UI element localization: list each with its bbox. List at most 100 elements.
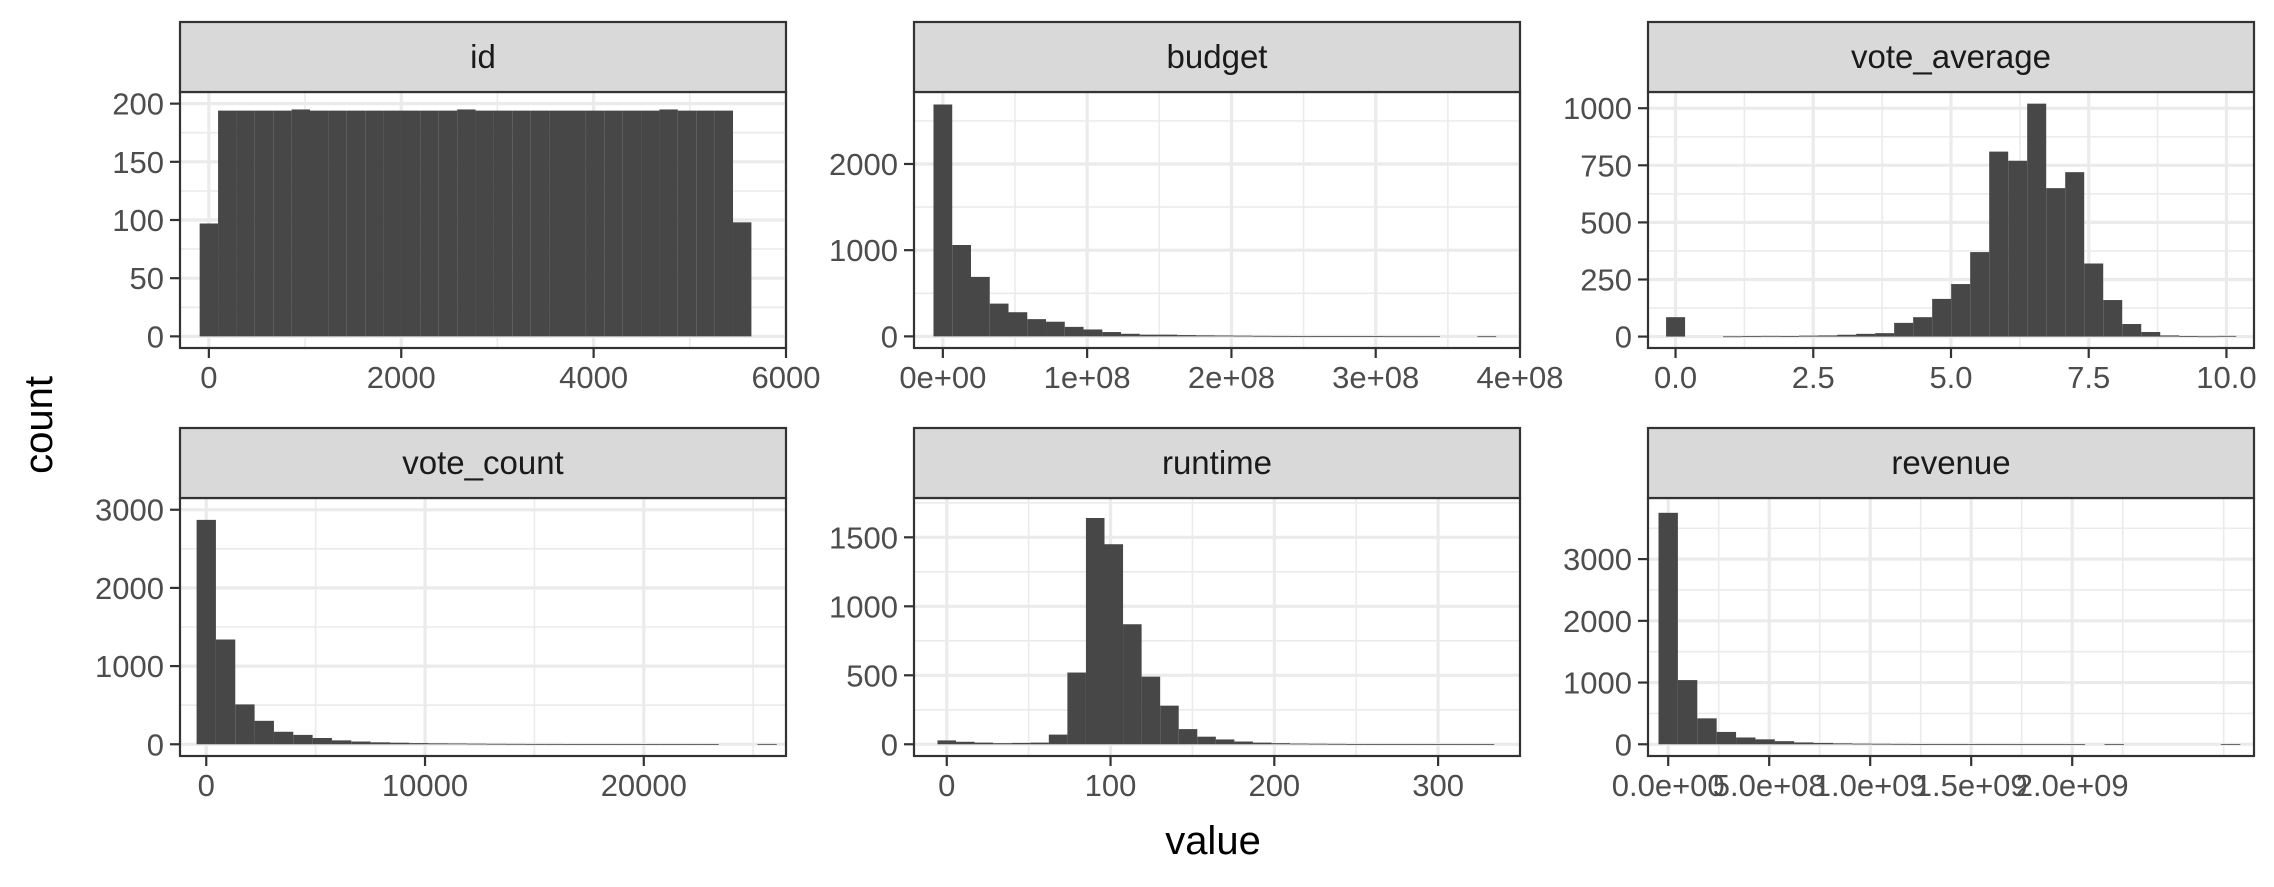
histogram-bar [1215,739,1235,745]
x-tick-label: 20000 [601,768,687,803]
histogram-bar [1346,336,1365,337]
histogram-bar [1233,335,1253,337]
histogram-bar [370,742,390,745]
histogram-bar [310,110,329,337]
histogram-bar [1794,742,1814,745]
panel-background [914,498,1520,756]
histogram-bar [1477,336,1497,338]
histogram-bar [420,110,439,337]
y-tick-label: 500 [1580,205,1632,240]
histogram-bar [974,742,994,745]
histogram-bar [409,743,429,745]
histogram-bar [1196,335,1215,337]
histogram-bar [1289,336,1309,337]
x-tick-label: 10.0 [2196,360,2256,395]
histogram-bar [1457,744,1476,745]
facet-panel-vote-count: vote_count 0 10000 20000 0 1000 2000 3000 [95,426,788,803]
histogram-bar [331,740,352,745]
histogram-bar [1123,624,1142,745]
x-tick-label: 3e+08 [1332,360,1419,395]
histogram-bar [937,740,957,745]
histogram-bar [641,110,660,337]
y-axis-title: count [17,376,61,474]
histogram-bar [1697,718,1717,745]
histogram-bar [1837,334,1857,337]
histogram-bar [1308,743,1328,745]
y-tick-label: 50 [130,261,164,296]
histogram-bar [383,110,402,337]
facet-strip-label: revenue [1891,444,2010,481]
histogram-bar [1008,312,1028,337]
histogram-bar [273,731,294,745]
histogram-bar [2198,336,2218,338]
histogram-bar [602,744,623,745]
histogram-bar [293,734,313,745]
y-tick-label: 3000 [95,493,164,528]
panel-background [1648,498,2254,756]
histogram-bar [2104,744,2124,746]
histogram-bar [1723,336,1743,338]
facet-strip-label: vote_average [1851,38,2051,75]
x-tick-label: 0 [938,768,955,803]
histogram-bar [401,110,421,337]
histogram-bar [1856,333,1876,337]
histogram-bar [1891,743,1911,745]
histogram-bar [622,110,642,337]
x-tick-label: 2.5 [1792,360,1835,395]
x-tick-label: 0.0 [1654,360,1697,395]
histogram-bar [1271,743,1291,745]
histogram-bar [1141,676,1161,745]
histogram-bar [2026,744,2047,746]
histogram-bar [1666,317,1686,337]
histogram-bar [1345,743,1365,745]
facet-strip [1646,20,2256,94]
histogram-bar [733,222,752,337]
histogram-bar [585,110,605,337]
histogram-bar [351,741,371,745]
histogram-bar [2220,744,2241,746]
histogram-bar [2046,188,2066,337]
histogram-bar [1158,334,1178,337]
facet-strip [1646,426,2256,500]
histogram-bar [1813,742,1834,745]
histogram-bar [757,743,777,745]
histogram-bar [512,110,531,337]
histogram-bar [196,519,216,745]
y-tick-label: 1000 [1563,91,1632,126]
x-tick-label: 1.5e+09 [1915,768,2028,803]
histogram-bar [1438,744,1458,745]
y-tick-label: 200 [112,87,164,122]
histogram-bar [1970,252,1990,337]
histogram-bar [1913,317,1933,337]
histogram-bar [1327,336,1347,337]
histogram-bar [506,743,526,745]
y-tick-label: 500 [846,658,898,693]
x-tick-label: 200 [1248,768,1300,803]
histogram-bar [680,744,700,745]
histogram-bar [525,743,545,745]
histogram-bar [714,110,734,337]
histogram-bar [933,104,953,337]
histogram-bar [2046,744,2066,746]
histogram-bar [1475,744,1495,745]
x-tick-label: 2.0e+09 [2016,768,2129,803]
histogram-bar [696,110,715,337]
histogram-bar [1658,512,1678,745]
x-tick-label: 5.0 [1929,360,1972,395]
histogram-bar [604,110,623,337]
histogram-bar [1364,336,1384,337]
histogram-bar [438,110,458,337]
x-tick-label: 6000 [752,360,821,395]
facet-strip-label: vote_count [402,444,563,481]
histogram-bar [457,109,476,337]
histogram-bar [1121,333,1140,337]
histogram-bar [1252,742,1272,745]
x-tick-label: 2e+08 [1188,360,1275,395]
histogram-bar [1064,326,1084,337]
histogram-bar [1364,743,1383,745]
histogram-bar [365,110,384,337]
histogram-bar [993,743,1012,745]
histogram-bar [1011,742,1031,745]
histogram-bar [583,744,603,745]
